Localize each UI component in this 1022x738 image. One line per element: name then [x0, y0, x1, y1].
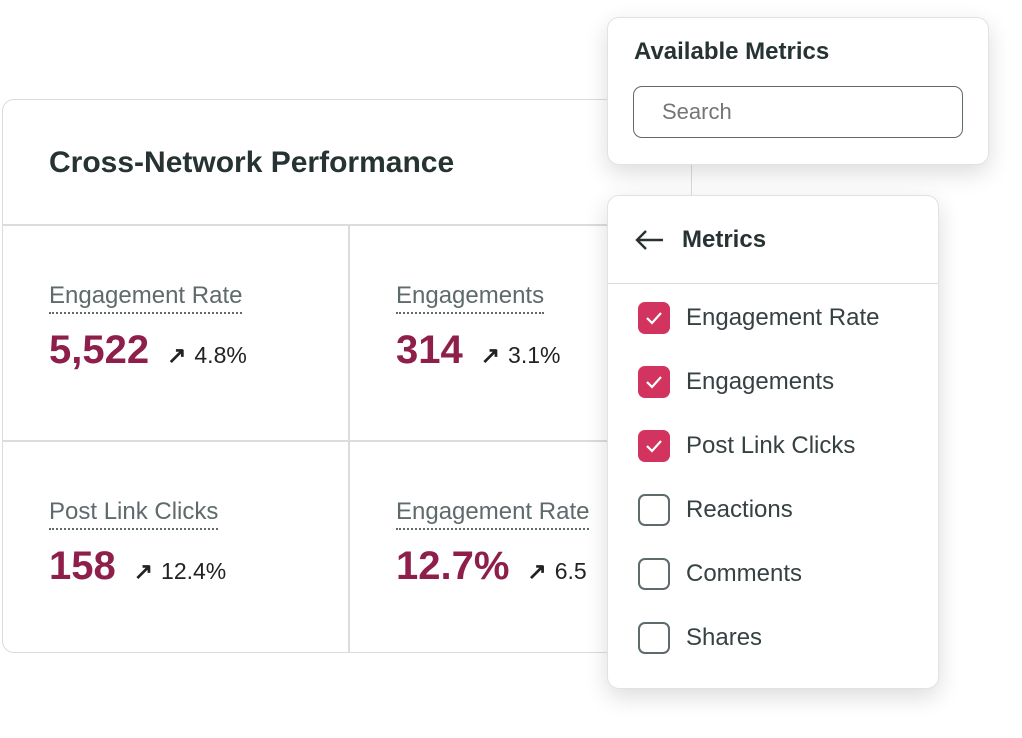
card-title: Cross-Network Performance: [49, 146, 455, 179]
metric-label[interactable]: Engagement Rate: [396, 498, 590, 530]
metric-option-label: Comments: [686, 560, 803, 587]
metric-option-label: Post Link Clicks: [686, 432, 856, 459]
available-metrics-popover: Available Metrics: [607, 17, 989, 165]
metric-engagement-rate-2: Engagement Rate 12.7% ↗ 6.5: [396, 498, 590, 589]
metric-option[interactable]: Engagement Rate: [608, 286, 938, 350]
checkbox[interactable]: [638, 622, 670, 654]
metric-change: 6.5: [554, 558, 587, 584]
search-input[interactable]: [662, 99, 950, 125]
check-icon: [646, 440, 662, 453]
metric-value: 5,522: [49, 328, 150, 372]
metric-change: 12.4%: [161, 558, 227, 584]
metric-option-label: Engagement Rate: [686, 304, 880, 331]
checkbox[interactable]: [638, 302, 670, 334]
cross-network-performance-card: Cross-Network Performance Engagement Rat…: [2, 99, 692, 653]
metric-engagement-rate: Engagement Rate 5,522 ↗ 4.8%: [49, 282, 247, 373]
metric-label[interactable]: Engagements: [396, 282, 545, 314]
checkbox[interactable]: [638, 430, 670, 462]
metric-option[interactable]: Engagements: [608, 350, 938, 414]
check-icon: [646, 312, 662, 325]
check-icon: [646, 376, 662, 389]
metric-option[interactable]: Shares: [608, 606, 938, 670]
metric-option[interactable]: Reactions: [608, 478, 938, 542]
metric-option-label: Reactions: [686, 496, 793, 523]
metric-value: 158: [49, 544, 116, 588]
trend-up-icon: ↗: [527, 558, 547, 584]
metric-change: 3.1%: [508, 342, 561, 368]
metric-value: 12.7%: [396, 544, 510, 588]
metric-engagements: Engagements 314 ↗ 3.1%: [396, 282, 560, 373]
metric-option-label: Engagements: [686, 368, 835, 395]
back-arrow-icon[interactable]: [634, 229, 664, 251]
trend-up-icon: ↗: [133, 558, 154, 584]
metric-option[interactable]: Comments: [608, 542, 938, 606]
divider: [3, 224, 691, 226]
metric-change: 4.8%: [194, 342, 247, 368]
metric-post-link-clicks: Post Link Clicks 158 ↗ 12.4%: [49, 498, 226, 589]
divider: [348, 225, 350, 652]
trend-up-icon: ↗: [480, 342, 501, 368]
metric-label[interactable]: Engagement Rate: [49, 282, 243, 314]
metric-value: 314: [396, 328, 463, 372]
checkbox[interactable]: [638, 558, 670, 590]
checkbox[interactable]: [638, 366, 670, 398]
search-field[interactable]: [633, 86, 963, 138]
trend-up-icon: ↗: [167, 342, 187, 368]
metrics-title: Metrics: [682, 225, 767, 253]
metric-option[interactable]: Post Link Clicks: [608, 414, 938, 478]
popover-title: Available Metrics: [634, 38, 830, 65]
metrics-popover: Metrics Engagement Rate Engagements Post L…: [607, 195, 939, 689]
metric-label[interactable]: Post Link Clicks: [49, 498, 219, 530]
checkbox[interactable]: [638, 494, 670, 526]
divider: [3, 440, 691, 442]
metric-option-label: Shares: [686, 624, 763, 651]
